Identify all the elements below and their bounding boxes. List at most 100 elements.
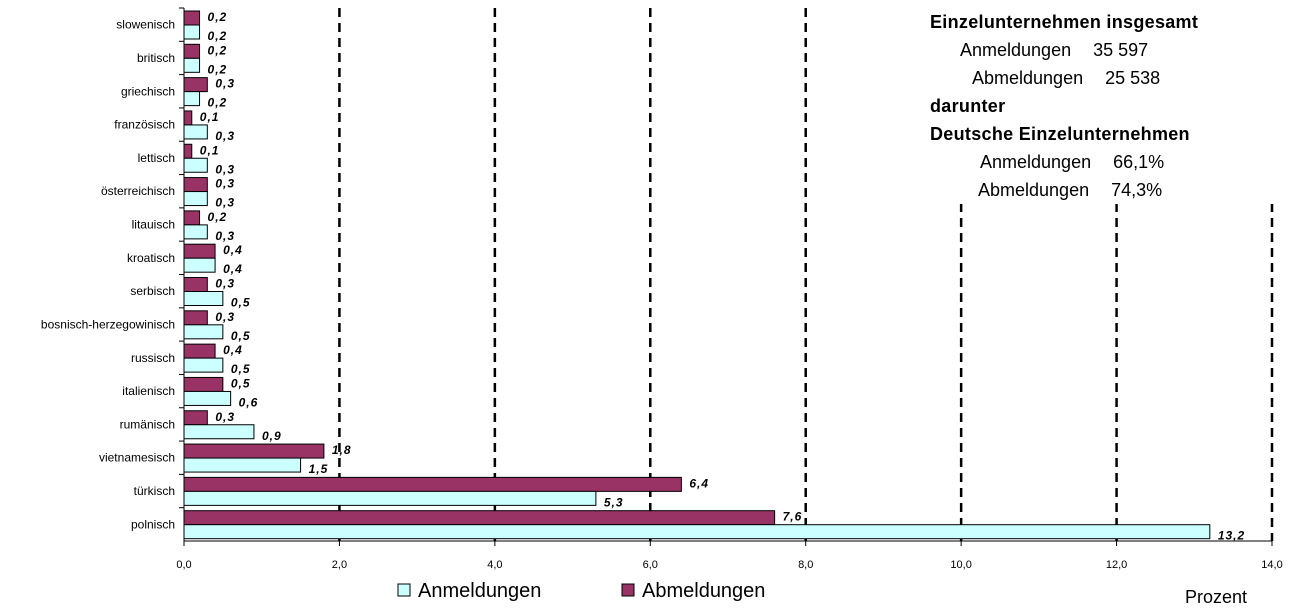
data-label-anmeldungen: 0,2 bbox=[208, 29, 228, 43]
bar-anmeldungen bbox=[183, 457, 302, 473]
axes bbox=[179, 7, 1273, 546]
bar-abmeldungen bbox=[183, 510, 776, 526]
data-label-anmeldungen: 0,2 bbox=[208, 62, 228, 76]
data-label-anmeldungen: 13,2 bbox=[1218, 529, 1245, 543]
data-label-anmeldungen: 1,5 bbox=[309, 462, 329, 476]
bar-anmeldungen bbox=[183, 24, 201, 40]
x-tick-label: 4,0 bbox=[487, 559, 502, 571]
bar-anmeldungen bbox=[183, 257, 216, 273]
data-label-anmeldungen: 0,3 bbox=[215, 129, 235, 143]
data-label-abmeldungen: 0,3 bbox=[215, 277, 235, 291]
x-tick-label: 6,0 bbox=[643, 559, 658, 571]
info-subrow-anmeldungen: Anmeldungen 66,1% bbox=[930, 148, 1290, 176]
data-label-anmeldungen: 0,5 bbox=[231, 362, 251, 376]
category-label: polnisch bbox=[131, 517, 175, 531]
bar-abmeldungen bbox=[183, 10, 201, 26]
data-label-anmeldungen: 0,3 bbox=[215, 162, 235, 176]
info-subtitle-deutsche: Deutsche Einzelunternehmen bbox=[930, 124, 1190, 144]
bar-anmeldungen bbox=[183, 57, 201, 73]
bar-abmeldungen bbox=[183, 243, 216, 259]
info-box: Einzelunternehmen insgesamt Anmeldungen … bbox=[930, 8, 1290, 204]
data-label-abmeldungen: 0,2 bbox=[208, 210, 228, 224]
data-label-abmeldungen: 0,4 bbox=[223, 343, 243, 357]
info-row-value: 66,1% bbox=[1113, 152, 1165, 172]
category-label: bosnisch-herzegowinisch bbox=[41, 317, 175, 331]
data-label-abmeldungen: 1,8 bbox=[332, 443, 352, 457]
category-label: litauisch bbox=[132, 218, 175, 232]
x-axis-unit-label: Prozent bbox=[1185, 587, 1247, 607]
info-subrow-abmeldungen: Abmeldungen 74,3% bbox=[930, 176, 1290, 204]
legend: Anmeldungen Abmeldungen bbox=[397, 580, 765, 602]
data-label-anmeldungen: 0,5 bbox=[231, 329, 251, 343]
data-label-abmeldungen: 0,5 bbox=[231, 376, 251, 390]
bar-abmeldungen bbox=[183, 110, 193, 126]
bar-anmeldungen bbox=[183, 224, 208, 240]
x-tick-label: 12,0 bbox=[1106, 559, 1127, 571]
bar-anmeldungen bbox=[183, 424, 255, 440]
data-label-abmeldungen: 0,2 bbox=[208, 43, 228, 57]
category-labels: polnisch türkisch vietnamesisch rumänisch it… bbox=[41, 18, 175, 532]
bar-abmeldungen bbox=[183, 43, 201, 59]
category-label: österreichisch bbox=[101, 184, 175, 198]
legend-label: Anmeldungen bbox=[418, 580, 541, 602]
info-row-label: Abmeldungen bbox=[972, 68, 1084, 88]
category-label: italienisch bbox=[122, 384, 175, 398]
bar-anmeldungen bbox=[183, 490, 597, 506]
category-label: rumänisch bbox=[120, 417, 175, 431]
data-label-anmeldungen: 5,3 bbox=[604, 495, 624, 509]
category-label: russisch bbox=[131, 351, 175, 365]
data-label-abmeldungen: 0,3 bbox=[215, 410, 235, 424]
category-label: britisch bbox=[137, 51, 175, 65]
info-row-anmeldungen: Anmeldungen 35 597 bbox=[930, 36, 1290, 64]
info-row-value: 74,3% bbox=[1111, 180, 1163, 200]
data-label-abmeldungen: 0,2 bbox=[208, 10, 228, 24]
bar-abmeldungen bbox=[183, 376, 224, 392]
x-tick-label: 14,0 bbox=[1261, 559, 1282, 571]
x-tick-label: 0,0 bbox=[176, 559, 191, 571]
legend-swatch bbox=[397, 583, 411, 597]
category-label: türkisch bbox=[134, 484, 175, 498]
data-label-abmeldungen: 6,4 bbox=[689, 476, 709, 490]
bar-anmeldungen bbox=[183, 524, 1211, 540]
category-label: griechisch bbox=[121, 84, 175, 98]
bar-anmeldungen bbox=[183, 324, 224, 340]
bar-abmeldungen bbox=[183, 277, 208, 292]
legend-label: Abmeldungen bbox=[642, 580, 765, 602]
bar-abmeldungen bbox=[183, 177, 208, 193]
legend-swatch bbox=[621, 583, 635, 597]
data-label-anmeldungen: 0,9 bbox=[262, 429, 282, 443]
bar-abmeldungen bbox=[183, 443, 325, 459]
category-label: serbisch bbox=[130, 284, 175, 298]
data-label-abmeldungen: 0,3 bbox=[215, 310, 235, 324]
data-label-abmeldungen: 7,6 bbox=[783, 510, 803, 524]
info-subtitle-darunter: darunter bbox=[930, 96, 1006, 116]
data-label-anmeldungen: 0,4 bbox=[223, 262, 243, 276]
info-row-label: Anmeldungen bbox=[960, 40, 1072, 60]
bar-abmeldungen bbox=[183, 310, 208, 326]
data-label-anmeldungen: 0,2 bbox=[208, 96, 228, 110]
bar-anmeldungen bbox=[183, 157, 208, 173]
bar-anmeldungen bbox=[183, 124, 208, 140]
bar-anmeldungen bbox=[183, 191, 208, 207]
data-label-abmeldungen: 0,1 bbox=[200, 110, 220, 124]
bar-abmeldungen bbox=[183, 77, 208, 93]
bar-anmeldungen bbox=[183, 291, 224, 306]
data-label-anmeldungen: 0,3 bbox=[215, 229, 235, 243]
x-tick-label: 10,0 bbox=[950, 559, 971, 571]
bar-abmeldungen bbox=[183, 210, 201, 226]
category-label: lettisch bbox=[138, 151, 175, 165]
info-row-value: 35 597 bbox=[1093, 40, 1149, 60]
info-row-value: 25 538 bbox=[1105, 68, 1161, 88]
info-row-label: Abmeldungen bbox=[978, 180, 1090, 200]
bar-abmeldungen bbox=[183, 476, 682, 492]
data-label-abmeldungen: 0,4 bbox=[223, 243, 243, 257]
info-row-abmeldungen: Abmeldungen 25 538 bbox=[930, 64, 1290, 92]
category-label: slowenisch bbox=[116, 18, 175, 32]
bar-anmeldungen bbox=[183, 390, 232, 406]
category-label: französisch bbox=[114, 118, 175, 132]
data-label-anmeldungen: 0,3 bbox=[215, 196, 235, 210]
data-label-anmeldungen: 0,5 bbox=[231, 296, 251, 310]
data-label-abmeldungen: 0,1 bbox=[200, 143, 220, 157]
data-label-abmeldungen: 0,3 bbox=[215, 77, 235, 91]
